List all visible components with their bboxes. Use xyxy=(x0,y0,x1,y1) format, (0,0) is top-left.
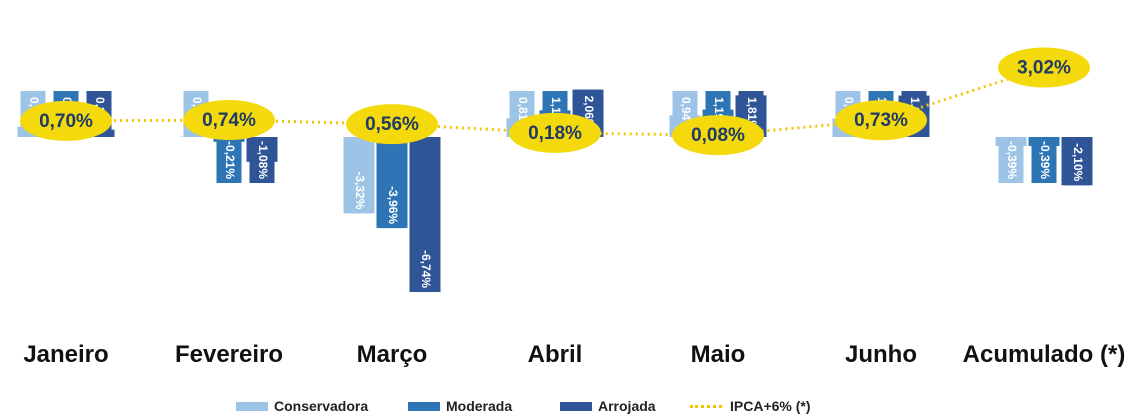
legend-swatch xyxy=(236,401,268,411)
x-tick-label: Fevereiro xyxy=(174,341,284,368)
data-label: 3,02% xyxy=(1017,58,1071,79)
data-label: -3,96% xyxy=(386,186,400,224)
label-box xyxy=(216,137,242,183)
label-box xyxy=(379,182,405,229)
data-label: -2,10% xyxy=(1071,143,1085,181)
legend-swatch xyxy=(560,401,592,411)
data-label: 0,70% xyxy=(39,111,93,132)
label-bubble xyxy=(835,100,927,141)
label-box xyxy=(412,246,438,293)
legend-label: Arrojada xyxy=(598,398,656,414)
legend-label: Conservadora xyxy=(274,398,369,414)
data-label: -0,39% xyxy=(1005,141,1019,179)
data-label: -6,74% xyxy=(419,250,433,288)
label-box xyxy=(1031,137,1057,183)
label-bubble xyxy=(346,104,438,145)
data-label: -0,21% xyxy=(223,141,237,179)
x-tick-label: Março xyxy=(356,341,428,368)
data-label: 0,18% xyxy=(528,123,582,144)
x-tick-label: Janeiro xyxy=(23,341,109,368)
data-label: -1,08% xyxy=(256,141,270,179)
data-label: 0,56% xyxy=(365,114,419,135)
label-bubble xyxy=(998,47,1090,88)
label-bubble xyxy=(672,115,764,156)
legend-item: Moderada xyxy=(408,398,512,414)
legend-swatch xyxy=(690,404,722,408)
data-label: -3,32% xyxy=(353,171,367,209)
label-bubble xyxy=(509,112,601,153)
label-box xyxy=(346,167,372,214)
legend-item: Arrojada xyxy=(560,398,656,414)
x-tick-label: Abril xyxy=(527,341,583,368)
x-tick-label: Junho xyxy=(845,341,917,368)
x-tick-label: Maio xyxy=(690,341,746,368)
legend-label: IPCA+6% (*) xyxy=(730,398,811,414)
legend-label: Moderada xyxy=(446,398,513,414)
label-box xyxy=(998,137,1024,183)
label-box xyxy=(249,137,275,183)
data-label: 0,74% xyxy=(202,110,256,131)
legend-item: IPCA+6% (*) xyxy=(690,398,811,414)
data-label: -0,39% xyxy=(1038,141,1052,179)
legend-swatch xyxy=(408,401,440,411)
label-bubble xyxy=(183,99,275,140)
label-box xyxy=(1064,139,1090,186)
data-label: 0,08% xyxy=(691,125,745,146)
legend-item: Conservadora xyxy=(236,398,368,414)
x-tick-label: Acumulado (*) xyxy=(962,341,1126,368)
label-bubble xyxy=(20,100,112,141)
data-label: 0,73% xyxy=(854,110,908,131)
